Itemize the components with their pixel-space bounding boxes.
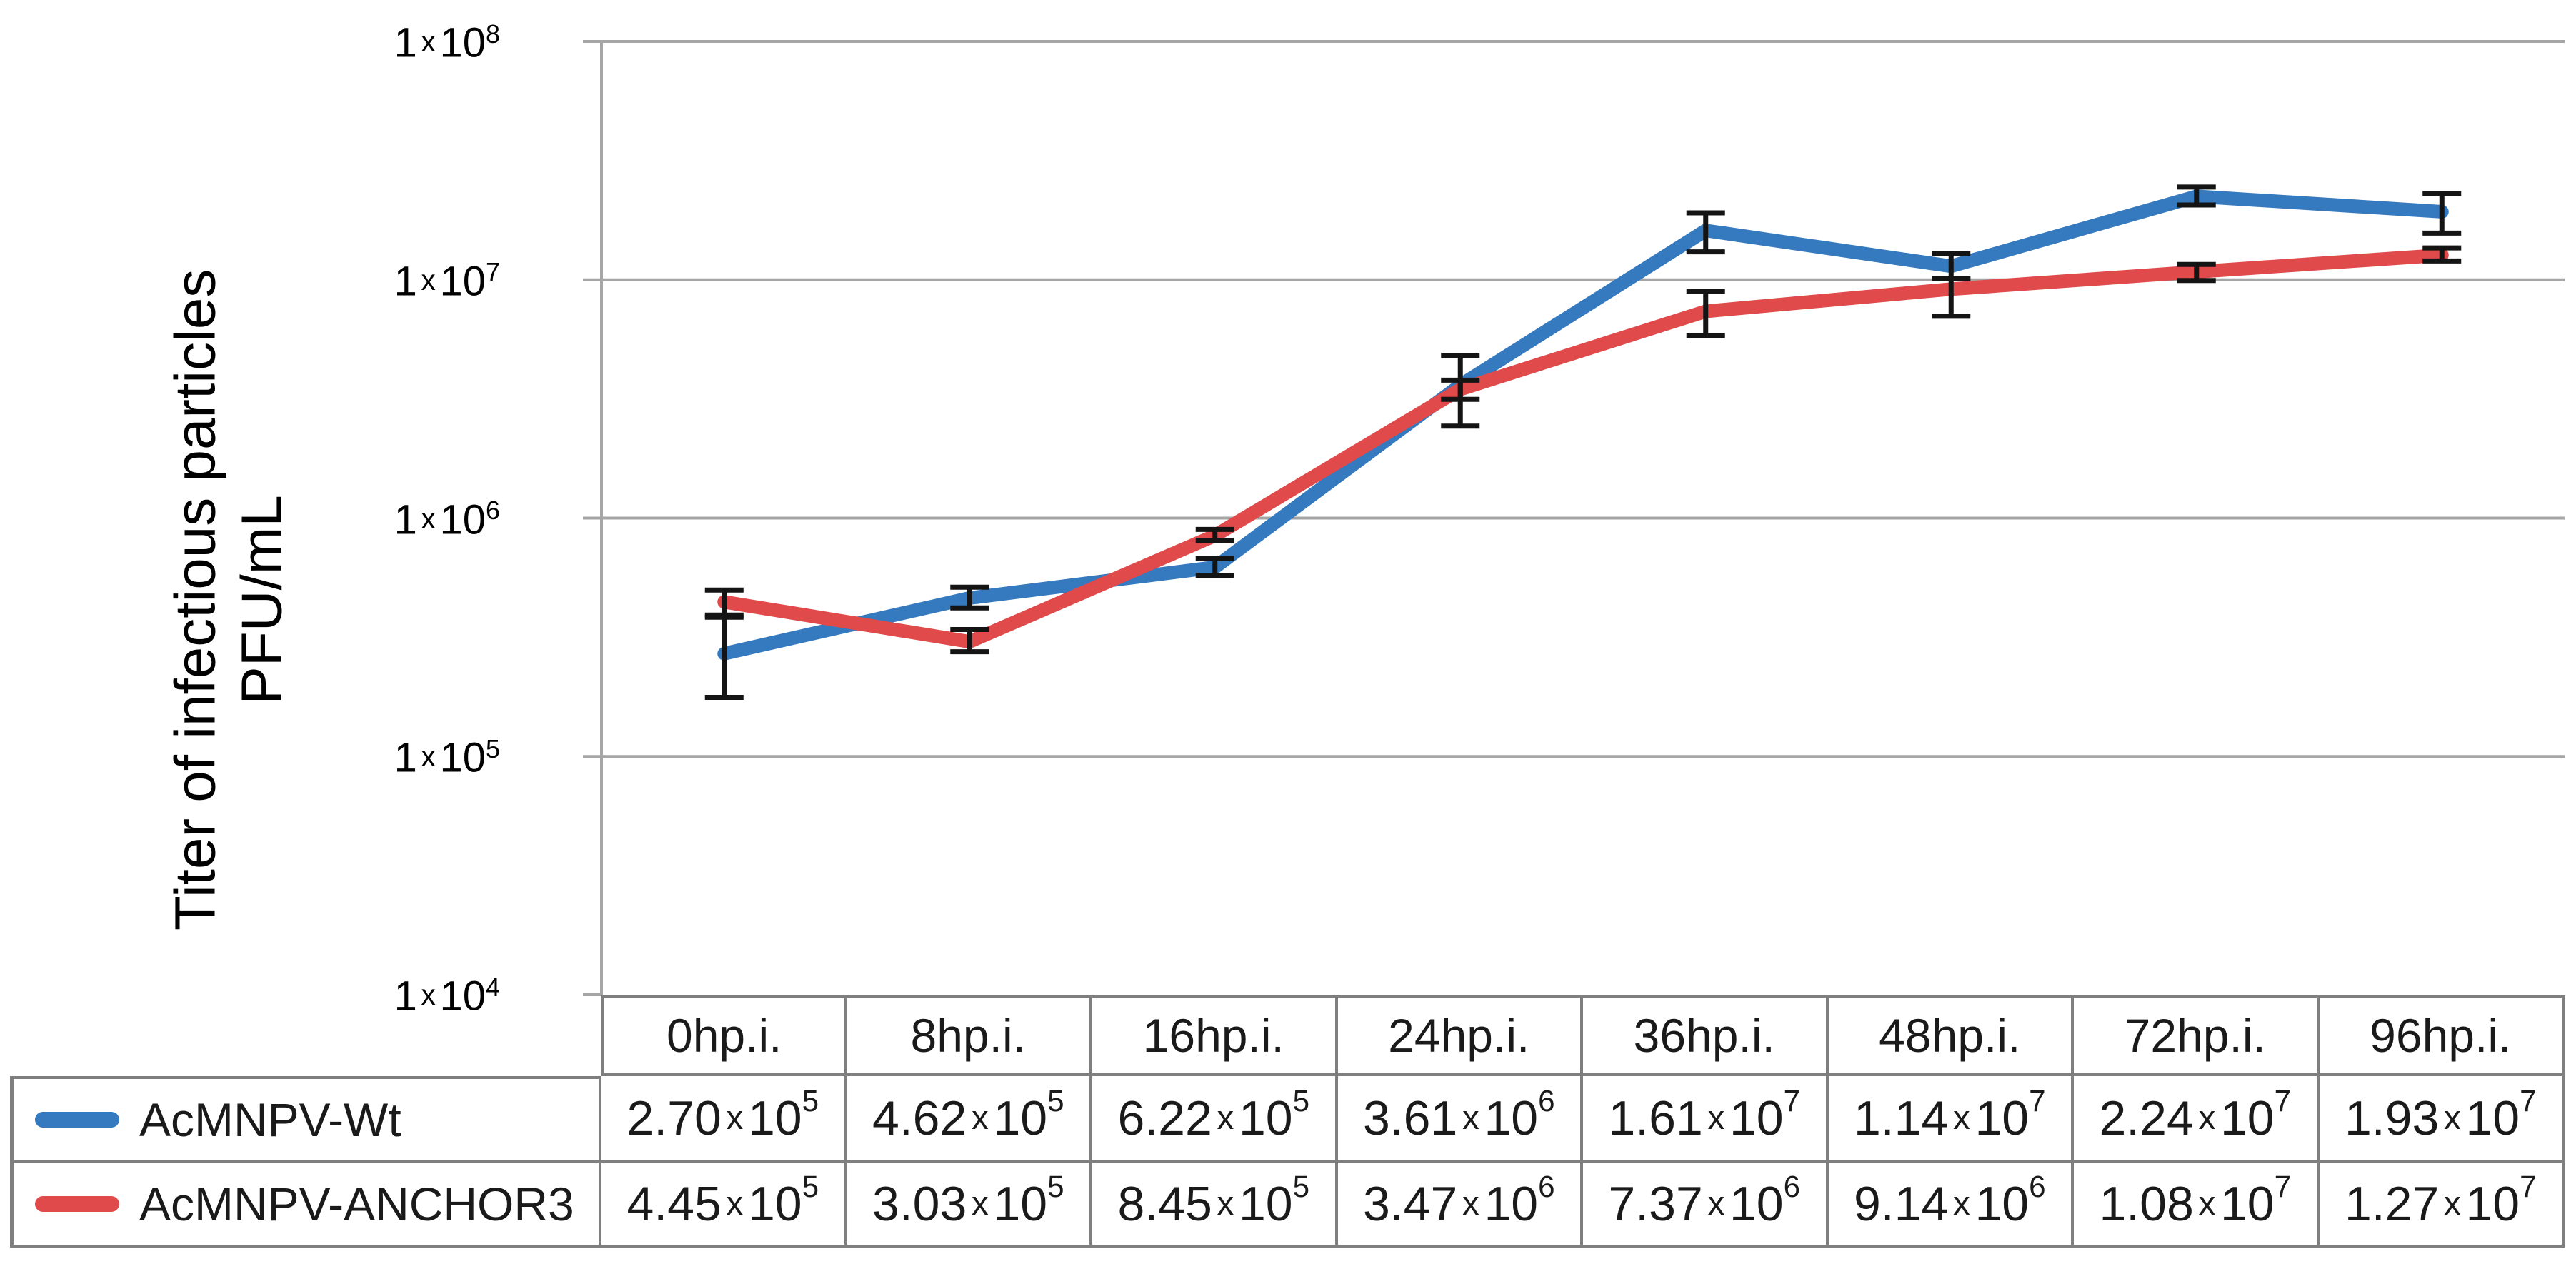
multiply-sign: x [1707, 1184, 1725, 1223]
value-cell: 2.24 x 10 7 [2074, 1076, 2320, 1163]
value-cell: 3.47 x 10 6 [1337, 1163, 1583, 1248]
multiply-sign: x [1462, 1098, 1479, 1137]
series-swatch [35, 1111, 119, 1128]
multiply-sign: x [1217, 1184, 1234, 1223]
error-bar-0-1 [950, 584, 989, 611]
multiply-sign: x [2198, 1184, 2216, 1223]
multiply-sign: x [2198, 1098, 2216, 1137]
exponent: 6 [1538, 1084, 1555, 1118]
multiply-sign: x [1952, 1098, 1970, 1137]
value-cell: 1.27 x 10 7 [2319, 1163, 2565, 1248]
series-name: AcMNPV-ANCHOR3 [139, 1177, 574, 1230]
value-cell: 1.08 x 10 7 [2074, 1163, 2320, 1248]
error-bar-1-3 [1441, 377, 1480, 402]
legend-cell-series-1: AcMNPV-ANCHOR3 [10, 1163, 601, 1248]
series-line-0 [717, 189, 2449, 661]
y-tick-label: 1 x107 [394, 257, 500, 305]
y-tick-label: 1 x104 [394, 972, 500, 1020]
multiply-sign: x [971, 1184, 989, 1223]
value-cell: 4.45 x 10 5 [601, 1163, 847, 1248]
category-cell: 72hp.i. [2074, 995, 2320, 1076]
multiply-sign: x [421, 978, 436, 1011]
error-bar-1-0 [704, 587, 744, 618]
error-bar-1-5 [1932, 276, 1971, 319]
value-cell: 1.61 x 10 7 [1583, 1076, 1829, 1163]
exponent: 6 [1783, 1170, 1801, 1204]
exponent: 7 [1783, 1084, 1801, 1118]
category-cell: 96hp.i. [2319, 995, 2565, 1076]
y-tick-label: 1 x108 [394, 19, 500, 66]
series-swatch [35, 1195, 119, 1212]
error-bar-0-7 [2422, 191, 2462, 236]
value-cell: 1.14 x 10 7 [1828, 1076, 2074, 1163]
error-bar-0-4 [1686, 210, 1725, 255]
table-corner-spacer [10, 995, 601, 1076]
exponent: 7 [2520, 1170, 2537, 1204]
error-bar-1-2 [1195, 526, 1234, 543]
value-cell: 4.62 x 10 5 [847, 1076, 1092, 1163]
exponent: 5 [1047, 1084, 1064, 1118]
exponent: 5 [486, 733, 500, 763]
exponent: 7 [2274, 1084, 2292, 1118]
series-name: AcMNPV-Wt [139, 1093, 401, 1146]
exponent: 5 [802, 1084, 819, 1118]
error-bar-1-4 [1686, 289, 1725, 338]
multiply-sign: x [1462, 1184, 1479, 1223]
error-bar-1-1 [950, 626, 989, 655]
category-cell: 16hp.i. [1092, 995, 1338, 1076]
y-tick-label: 1 x106 [394, 496, 500, 543]
multiply-sign: x [1217, 1098, 1234, 1137]
exponent: 6 [486, 496, 500, 526]
exponent: 7 [2520, 1084, 2537, 1118]
error-bar-1-7 [2422, 245, 2462, 264]
value-cell: 3.03 x 10 5 [847, 1163, 1092, 1248]
category-cell: 8hp.i. [847, 995, 1092, 1076]
multiply-sign: x [1707, 1098, 1725, 1137]
exponent: 7 [2274, 1170, 2292, 1204]
multiply-sign: x [726, 1184, 744, 1223]
exponent: 4 [486, 972, 500, 1002]
exponent: 6 [2029, 1170, 2046, 1204]
exponent: 7 [2029, 1084, 2046, 1118]
multiply-sign: x [421, 740, 436, 773]
multiply-sign: x [421, 263, 436, 296]
multiply-sign: x [726, 1098, 744, 1137]
category-cell: 36hp.i. [1583, 995, 1829, 1076]
category-cell: 48hp.i. [1828, 995, 2074, 1076]
error-bar-0-2 [1195, 556, 1234, 578]
exponent: 6 [1538, 1170, 1555, 1204]
exponent: 5 [802, 1170, 819, 1204]
exponent: 5 [1292, 1084, 1310, 1118]
exponent: 8 [486, 19, 500, 49]
exponent: 5 [1292, 1170, 1310, 1204]
value-cell: 3.61 x 10 6 [1337, 1076, 1583, 1163]
exponent: 7 [486, 257, 500, 287]
multiply-sign: x [971, 1098, 989, 1137]
data-table: 0hp.i. 8hp.i. 16hp.i. 24hp.i. 36hp.i. 48hp.i.… [10, 995, 2565, 1248]
exponent: 5 [1047, 1170, 1064, 1204]
multiply-sign: x [421, 25, 436, 58]
error-bar-0-6 [2177, 184, 2216, 208]
value-cell: 2.70 x 10 5 [601, 1076, 847, 1163]
multiply-sign: x [1952, 1184, 1970, 1223]
category-cell: 24hp.i. [1337, 995, 1583, 1076]
value-cell: 9.14 x 10 6 [1828, 1163, 2074, 1248]
series-line-1 [717, 248, 2449, 649]
error-bar-1-6 [2177, 261, 2216, 284]
multiply-sign: x [2443, 1098, 2461, 1137]
multiply-sign: x [421, 501, 436, 535]
value-cell: 7.37 x 10 6 [1583, 1163, 1829, 1248]
value-cell: 6.22 x 10 5 [1092, 1076, 1338, 1163]
category-cell: 0hp.i. [601, 995, 847, 1076]
multiply-sign: x [2443, 1184, 2461, 1223]
y-tick-label: 1 x105 [394, 733, 500, 781]
value-cell: 8.45 x 10 5 [1092, 1163, 1338, 1248]
value-cell: 1.93 x 10 7 [2319, 1076, 2565, 1163]
legend-cell-series-0: AcMNPV-Wt [10, 1076, 601, 1163]
